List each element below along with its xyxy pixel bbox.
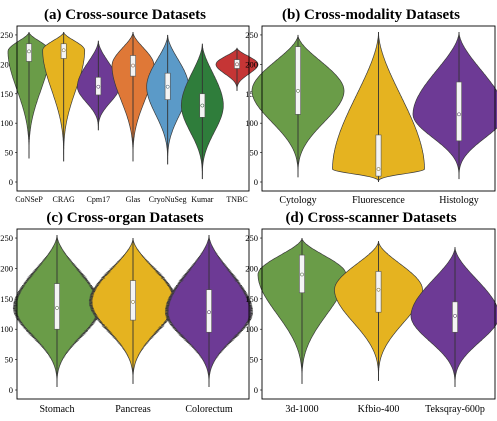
y-tick-label: 200 xyxy=(0,263,13,273)
panel-b-title: (b) Cross-modality Datasets xyxy=(282,7,460,23)
y-tick-label: 200 xyxy=(245,59,258,69)
violin-iqr-box xyxy=(375,134,382,177)
y-tick-label: 150 xyxy=(0,294,13,304)
violin-median xyxy=(61,48,66,53)
y-tick-label: 50 xyxy=(250,148,259,158)
y-tick-label: 0 xyxy=(9,385,13,395)
x-category-label: Glas xyxy=(126,195,141,204)
violin-median xyxy=(300,272,304,277)
y-tick-label: 0 xyxy=(9,177,13,187)
y-tick-label: 250 xyxy=(0,233,13,243)
x-category-label: CoNSeP xyxy=(15,195,43,204)
violin-median xyxy=(376,167,381,171)
y-tick-label: 200 xyxy=(0,59,13,69)
violin-iqr-box xyxy=(295,46,301,115)
violin-median xyxy=(27,49,31,54)
y-tick-label: 100 xyxy=(245,324,258,334)
y-tick-label: 100 xyxy=(0,324,13,334)
violin-iqr-box xyxy=(375,271,382,313)
violin-median xyxy=(235,62,239,67)
panel-c-plot: 0 50 100 150 200 250 Stomach Pancreas Colorectum xyxy=(0,228,254,415)
panel-b-plot: 0 50 100 150 200 250 Cytology Fluorescence Histo… xyxy=(245,25,497,206)
violin-median xyxy=(165,84,170,89)
violin-median xyxy=(376,287,381,292)
violin-median xyxy=(296,88,300,93)
y-tick-label: 250 xyxy=(245,30,258,40)
x-category-label: CryoNuSeg xyxy=(149,195,187,204)
y-tick-label: 100 xyxy=(0,118,13,128)
x-category-label: Histology xyxy=(439,195,478,206)
violin-median xyxy=(96,84,101,89)
x-category-label: 3d-1000 xyxy=(285,404,318,415)
y-tick-label: 200 xyxy=(245,263,258,273)
y-tick-label: 0 xyxy=(254,385,258,395)
x-category-label: Teksqray-600p xyxy=(425,404,485,415)
y-tick-label: 100 xyxy=(245,118,258,128)
violin-iqr-box xyxy=(456,81,462,142)
x-category-label: Fluorescence xyxy=(352,195,405,206)
x-category-label: Cpm17 xyxy=(87,195,111,204)
plot-frame xyxy=(261,25,496,192)
violin-median xyxy=(457,112,461,117)
x-category-label: Cytology xyxy=(279,195,316,206)
plot-frame xyxy=(261,228,496,400)
x-category-label: Colorectum xyxy=(185,404,232,415)
panel-c-title: (c) Cross-organ Datasets xyxy=(46,210,203,226)
y-tick-label: 50 xyxy=(5,355,14,365)
y-tick-label: 50 xyxy=(250,355,259,365)
plot-frame xyxy=(16,228,250,400)
x-category-label: TNBC xyxy=(226,195,247,204)
x-category-label: CRAG xyxy=(53,195,75,204)
plot-frame xyxy=(16,25,250,192)
violin-median xyxy=(200,103,205,108)
x-category-label: Pancreas xyxy=(115,404,151,415)
x-category-label: Kumar xyxy=(191,195,214,204)
y-tick-label: 250 xyxy=(245,233,258,243)
violin-median xyxy=(131,300,135,304)
panel-a-plot: 0 50 100 150 200 250 CoNSeP CRAG Cpm17 Glas CryoNu… xyxy=(0,25,259,204)
x-category-label: Stomach xyxy=(40,404,75,415)
violin-median xyxy=(207,310,211,315)
violin-body xyxy=(412,32,497,180)
y-tick-label: 50 xyxy=(5,148,14,158)
y-tick-label: 250 xyxy=(0,30,13,40)
panel-d-title: (d) Cross-scanner Datasets xyxy=(285,210,456,226)
x-category-label: Kfbio-400 xyxy=(358,404,400,415)
violin-median xyxy=(453,313,457,318)
panel-d-plot: 0 50 100 150 200 250 3d-1000 Kfbio-400 Teksqray-… xyxy=(245,228,497,415)
y-tick-label: 150 xyxy=(245,294,258,304)
y-tick-label: 150 xyxy=(245,89,258,99)
y-tick-label: 150 xyxy=(0,89,13,99)
y-tick-label: 0 xyxy=(254,177,258,187)
violin-median xyxy=(131,63,135,68)
panel-a-title: (a) Cross-source Datasets xyxy=(44,7,206,23)
violin-median xyxy=(55,306,59,310)
